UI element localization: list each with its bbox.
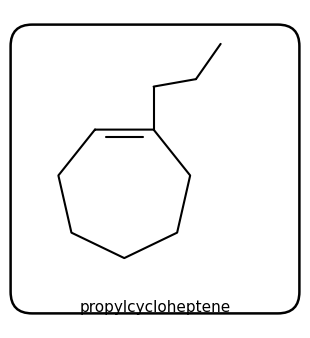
Text: propylcycloheptene: propylcycloheptene [79, 300, 231, 315]
